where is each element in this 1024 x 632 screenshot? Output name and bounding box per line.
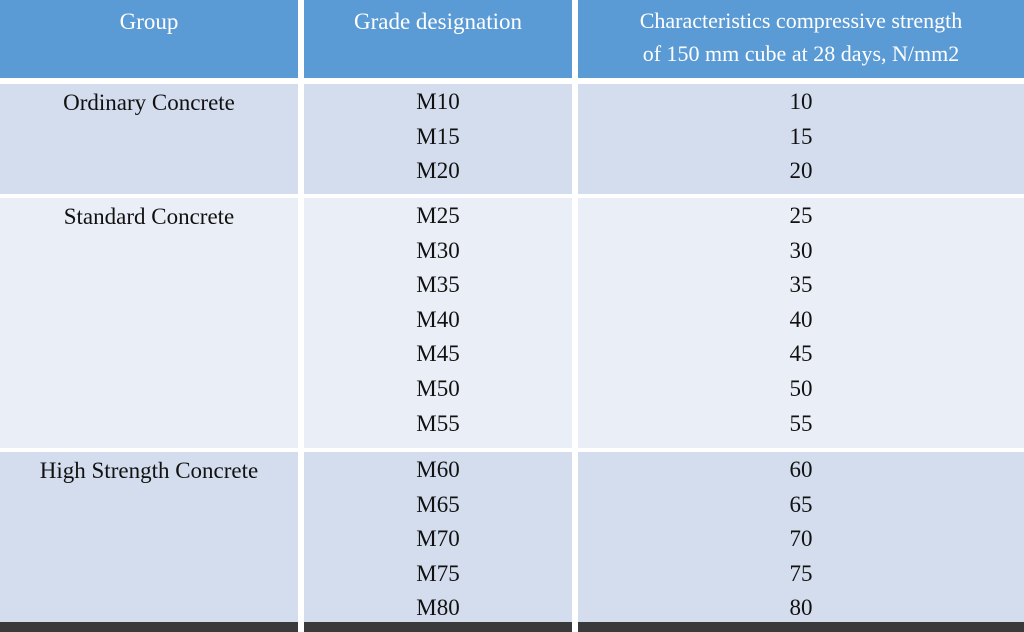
header-strength: Characteristics compressive strength of … [578, 0, 1024, 78]
group-high-strength-strengths: 60 65 70 75 80 [578, 452, 1024, 622]
strength-cell: 20 [789, 158, 813, 184]
grade-cell: M35 [416, 272, 460, 298]
grade-cell: M75 [416, 560, 460, 586]
grade-cell: M30 [416, 237, 460, 263]
grade-cell: M20 [416, 158, 460, 184]
group-ordinary-cell: Ordinary Concrete [0, 84, 298, 194]
grade-cell: M80 [416, 595, 460, 621]
header-strength-line2: of 150 mm cube at 28 days, N/mm2 [642, 41, 960, 66]
grade-cell: M10 [416, 89, 460, 114]
table-bottom-border [0, 622, 1024, 632]
header-grade-label: Grade designation [354, 9, 522, 34]
grade-cell: M45 [416, 341, 460, 367]
strength-cell: 55 [789, 410, 813, 436]
group-ordinary-strengths: 10 15 20 [578, 84, 1024, 194]
group-standard-cell: Standard Concrete [0, 198, 298, 448]
strength-cell: 60 [789, 457, 813, 482]
strength-cell: 45 [789, 341, 813, 367]
header-group-label: Group [119, 9, 179, 34]
grade-cell: M50 [416, 376, 460, 401]
strength-cell: 35 [789, 272, 813, 298]
group-ordinary-grades: M10 M15 M20 [304, 84, 572, 194]
grade-cell: M25 [416, 203, 460, 228]
strength-cell: 75 [789, 560, 813, 586]
grade-cell: M55 [416, 410, 460, 436]
strength-cell: 30 [789, 237, 813, 263]
group-high-strength-cell: High Strength Concrete [0, 452, 298, 622]
strength-cell: 50 [789, 376, 813, 401]
header-grade: Grade designation [304, 0, 572, 78]
strength-cell: 15 [789, 123, 813, 149]
strength-cell: 65 [789, 491, 813, 517]
strength-cell: 40 [789, 306, 813, 332]
strength-cell: 70 [789, 526, 813, 552]
strength-cell: 80 [789, 595, 813, 621]
grade-cell: M60 [416, 457, 460, 482]
group-standard-grades: M25 M30 M35 M40 M45 M50 M55 [304, 198, 572, 448]
column-divider [298, 622, 304, 632]
column-divider [572, 622, 578, 632]
grade-cell: M40 [416, 306, 460, 332]
header-strength-line1: Characteristics compressive strength [639, 8, 963, 33]
group-name: Ordinary Concrete [63, 90, 235, 115]
strength-cell: 25 [789, 203, 813, 228]
group-standard-strengths: 25 30 35 40 45 50 55 [578, 198, 1024, 448]
grade-cell: M65 [416, 491, 460, 517]
grade-cell: M70 [416, 526, 460, 552]
group-name: High Strength Concrete [39, 458, 259, 483]
grade-cell: M15 [416, 123, 460, 149]
group-high-strength-grades: M60 M65 M70 M75 M80 [304, 452, 572, 622]
strength-cell: 10 [789, 89, 813, 114]
header-group: Group [0, 0, 298, 78]
group-name: Standard Concrete [63, 204, 235, 229]
